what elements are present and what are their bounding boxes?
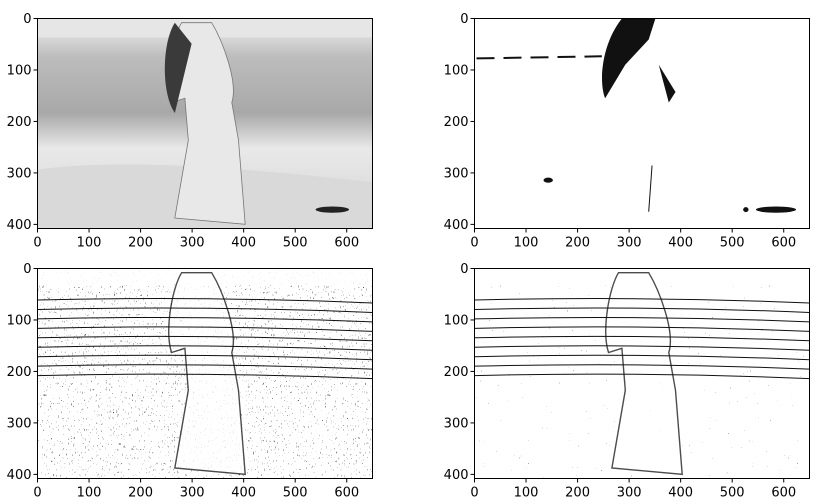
y-tick-label: 300 xyxy=(444,166,469,181)
y-tick-label: 100 xyxy=(444,313,469,328)
x-tick-label: 300 xyxy=(180,236,205,251)
x-tick-label: 600 xyxy=(334,486,359,501)
y-tick-label: 100 xyxy=(7,63,32,78)
wave-edge xyxy=(37,326,373,332)
y-tick-label: 300 xyxy=(444,416,469,431)
wave-edge xyxy=(474,345,810,351)
y-tick-label: 0 xyxy=(23,12,31,27)
x-tick-label: 500 xyxy=(720,486,745,501)
x-tick-label: 500 xyxy=(720,236,745,251)
wave-edge xyxy=(37,335,373,342)
axes-frame xyxy=(474,18,810,229)
y-tick-label: 0 xyxy=(23,262,31,277)
y-tick-label: 400 xyxy=(7,468,32,483)
wave-edge xyxy=(37,307,373,313)
x-tick-label: 100 xyxy=(77,236,102,251)
wave-edge xyxy=(474,326,810,332)
small-blob xyxy=(743,207,749,213)
y-tick-label: 400 xyxy=(7,218,32,233)
subplot-top-left: 0 100 200 300 400 500 600 0 100 200 300 400 xyxy=(7,12,373,251)
x-tick-label: 0 xyxy=(33,236,41,251)
rock-blob xyxy=(755,206,797,213)
hand-blob xyxy=(543,177,553,183)
hair-blob xyxy=(602,18,656,99)
x-tick-label: 400 xyxy=(231,236,256,251)
image-bottom-right xyxy=(474,268,810,479)
axes-frame xyxy=(37,268,373,479)
y-tick-label: 100 xyxy=(444,63,469,78)
x-tick-label: 600 xyxy=(771,236,796,251)
wave-edge xyxy=(37,316,373,323)
x-tick-label: 300 xyxy=(180,486,205,501)
y-tick-label: 300 xyxy=(7,166,32,181)
wave-edge xyxy=(474,307,810,313)
wave-edge xyxy=(37,364,373,370)
x-tick-label: 300 xyxy=(617,236,642,251)
image-top-left xyxy=(37,18,373,229)
y-tick-label: 200 xyxy=(7,365,32,380)
arm-blob xyxy=(658,64,676,103)
axes-frame xyxy=(474,268,810,479)
y-tick-label: 200 xyxy=(7,115,32,130)
wave-edge xyxy=(474,298,810,304)
x-tick-label: 200 xyxy=(128,236,153,251)
hair-shape xyxy=(164,22,192,114)
y-tick-label: 200 xyxy=(444,365,469,380)
y-tick-label: 200 xyxy=(444,115,469,130)
image-top-right xyxy=(474,18,810,229)
wave-edge xyxy=(37,298,373,304)
wave-edge xyxy=(37,354,373,361)
axes-frame xyxy=(37,18,373,229)
y-tick-label: 0 xyxy=(460,12,468,27)
person-outline xyxy=(605,272,683,476)
wave-edge xyxy=(37,373,373,380)
wave-edge xyxy=(474,364,810,370)
y-tick-label: 300 xyxy=(7,416,32,431)
subplot-top-right: 0 100 200 300 400 500 600 0 100 200 300 400 xyxy=(444,12,810,251)
subplot-bottom-left: 0 100 200 300 400 500 600 0 100 200 300 400 xyxy=(7,262,373,501)
wave-edge xyxy=(474,354,810,361)
x-tick-label: 100 xyxy=(514,236,539,251)
wave-edge xyxy=(474,335,810,342)
rock-shape xyxy=(315,206,350,213)
y-tick-label: 0 xyxy=(460,262,468,277)
x-tick-label: 0 xyxy=(470,236,478,251)
x-tick-label: 600 xyxy=(334,236,359,251)
x-tick-label: 300 xyxy=(617,486,642,501)
x-tick-label: 500 xyxy=(283,486,308,501)
binary-background xyxy=(474,18,810,229)
x-tick-label: 100 xyxy=(77,486,102,501)
wave-edge xyxy=(474,316,810,323)
x-tick-label: 400 xyxy=(668,486,693,501)
x-tick-label: 400 xyxy=(668,236,693,251)
x-tick-label: 400 xyxy=(231,486,256,501)
y-tick-label: 100 xyxy=(7,313,32,328)
y-tick-label: 400 xyxy=(444,218,469,233)
x-tick-label: 0 xyxy=(33,486,41,501)
x-tick-label: 200 xyxy=(565,486,590,501)
image-bottom-left xyxy=(37,268,373,479)
person-outline xyxy=(168,272,246,476)
y-tick-label: 400 xyxy=(444,468,469,483)
dress-edge xyxy=(648,165,653,212)
x-tick-label: 100 xyxy=(514,486,539,501)
subplot-bottom-right: 0 100 200 300 400 500 600 0 100 200 300 400 xyxy=(444,262,810,501)
wave-edge xyxy=(474,373,810,380)
horizon-line xyxy=(476,55,602,60)
x-tick-label: 500 xyxy=(283,236,308,251)
x-tick-label: 600 xyxy=(771,486,796,501)
x-tick-label: 200 xyxy=(565,236,590,251)
x-tick-label: 200 xyxy=(128,486,153,501)
x-tick-label: 0 xyxy=(470,486,478,501)
wave-edge xyxy=(37,345,373,351)
